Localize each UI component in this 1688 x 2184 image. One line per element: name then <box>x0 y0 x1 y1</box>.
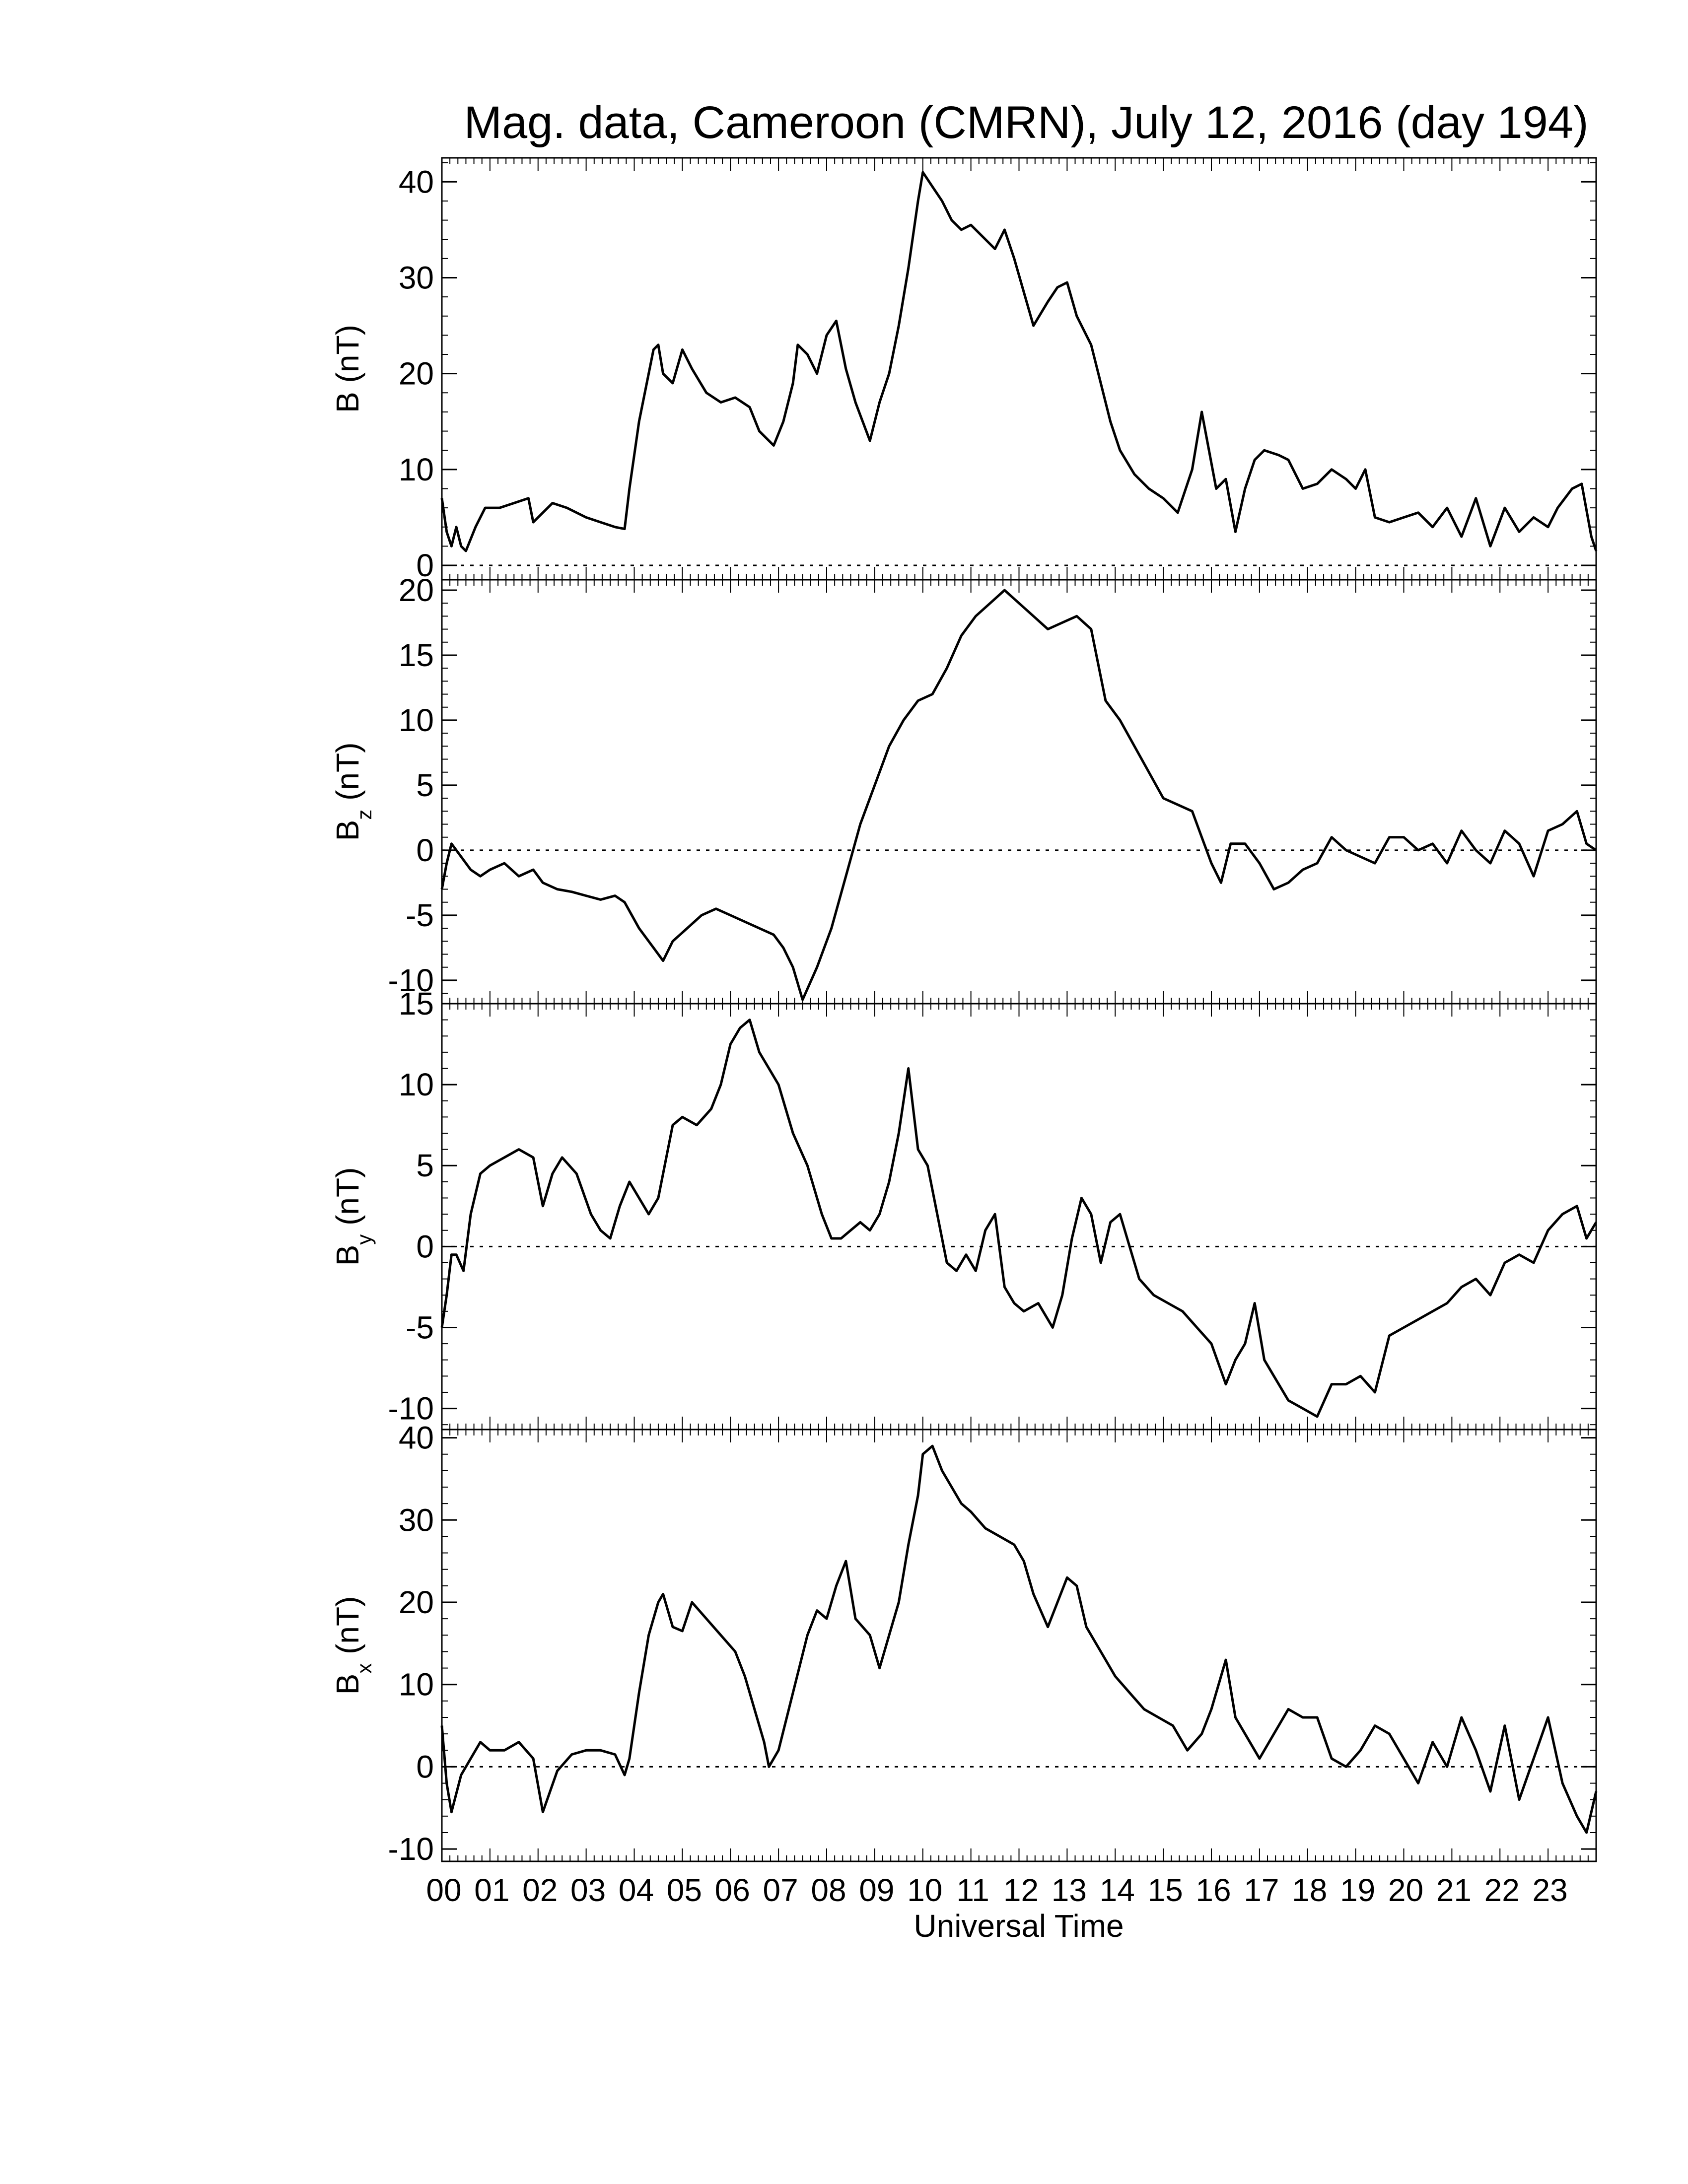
x-tick-label: 05 <box>667 1872 702 1908</box>
x-tick-label: 21 <box>1436 1872 1472 1908</box>
x-tick-label: 17 <box>1244 1872 1279 1908</box>
series-line-by <box>440 1019 1598 1418</box>
x-tick-label: 19 <box>1340 1872 1375 1908</box>
x-tick-label: 13 <box>1052 1872 1087 1908</box>
y-tick-label: -10 <box>388 1831 434 1867</box>
chart-title: Mag. data, Cameroon (CMRN), July 12, 201… <box>464 97 1588 148</box>
x-tick-label: 16 <box>1196 1872 1231 1908</box>
x-tick-label: 03 <box>570 1872 606 1908</box>
y-axis-label-subscript: z <box>352 810 376 820</box>
x-tick-label: 11 <box>956 1872 989 1908</box>
panel-frame <box>441 579 1597 1005</box>
y-tick-label: 10 <box>399 702 434 738</box>
y-tick-label: 20 <box>399 572 434 608</box>
x-tick-label: 20 <box>1388 1872 1423 1908</box>
y-tick-label: 5 <box>416 767 434 803</box>
y-axis-label-unit: (nT) <box>330 1167 365 1234</box>
y-tick-label: 0 <box>416 547 434 583</box>
x-tick-label: 18 <box>1292 1872 1327 1908</box>
x-tick-label: 15 <box>1148 1872 1183 1908</box>
y-axis-label-subscript: y <box>352 1234 376 1245</box>
panel-by: -10 -5 0 5 10 15 By (nT) <box>330 986 1598 1431</box>
y-tick-label: -5 <box>406 897 434 933</box>
y-tick-label: 30 <box>399 260 434 295</box>
y-tick-label: 10 <box>399 1667 434 1703</box>
x-tick-label: 08 <box>811 1872 846 1908</box>
y-axis-label-base: B <box>330 1245 365 1266</box>
x-tick-label: 04 <box>619 1872 654 1908</box>
x-tick-label: 12 <box>1003 1872 1039 1908</box>
y-axis-label: By (nT) <box>330 1167 376 1266</box>
y-axis-label: B (nT) <box>330 325 365 413</box>
y-axis-label-base: B <box>330 1674 365 1695</box>
panel-bz: -10 -5 0 5 10 15 20 Bz (nT) <box>330 572 1597 1005</box>
y-tick-label: 0 <box>416 1228 434 1264</box>
y-tick-label: 15 <box>399 637 434 673</box>
x-tick-label: 06 <box>715 1872 750 1908</box>
y-tick-label: 15 <box>399 986 434 1022</box>
panel-frame <box>441 1429 1597 1862</box>
y-axis-label-base: B <box>330 820 365 841</box>
x-tick-label: 10 <box>907 1872 942 1908</box>
panel-frame <box>441 1003 1597 1431</box>
y-axis-label-unit: (nT) <box>330 743 365 810</box>
x-tick-label: 09 <box>859 1872 894 1908</box>
x-axis-label: Universal Time <box>914 1908 1124 1944</box>
y-tick-label: 30 <box>399 1502 434 1538</box>
x-tick-label: 14 <box>1100 1872 1135 1908</box>
y-tick-label: -5 <box>406 1309 434 1345</box>
x-tick-label: 01 <box>474 1872 509 1908</box>
y-axis-label: Bz (nT) <box>330 743 376 841</box>
series-line-bx <box>440 1444 1598 1834</box>
y-tick-label: -10 <box>388 962 434 998</box>
y-axis-label-subscript: x <box>352 1663 376 1674</box>
y-tick-label: 0 <box>416 832 434 868</box>
y-tick-label: 20 <box>399 1584 434 1620</box>
y-tick-label: 10 <box>399 452 434 487</box>
y-axis-label-unit: (nT) <box>330 1596 365 1663</box>
series-line-bz <box>440 589 1597 1001</box>
y-tick-label: 20 <box>399 356 434 392</box>
y-axis-label: Bx (nT) <box>330 1596 376 1695</box>
series-line-b <box>440 171 1598 552</box>
y-tick-label: 40 <box>399 164 434 200</box>
x-tick-label: 00 <box>426 1872 461 1908</box>
x-tick-label: 23 <box>1533 1872 1568 1908</box>
panel-b: 0 10 20 30 40 B (nT) <box>330 157 1598 583</box>
panel-bx: -10 0 10 20 30 40 Bx (nT) <box>330 1420 1598 1867</box>
x-tick-label: 07 <box>763 1872 798 1908</box>
y-tick-label: 5 <box>416 1148 434 1183</box>
y-tick-label: -10 <box>388 1391 434 1427</box>
y-tick-label: 10 <box>399 1067 434 1102</box>
y-tick-label: 0 <box>416 1749 434 1784</box>
y-tick-label: 40 <box>399 1420 434 1456</box>
x-tick-label: 02 <box>522 1872 558 1908</box>
x-tick-label: 22 <box>1484 1872 1520 1908</box>
